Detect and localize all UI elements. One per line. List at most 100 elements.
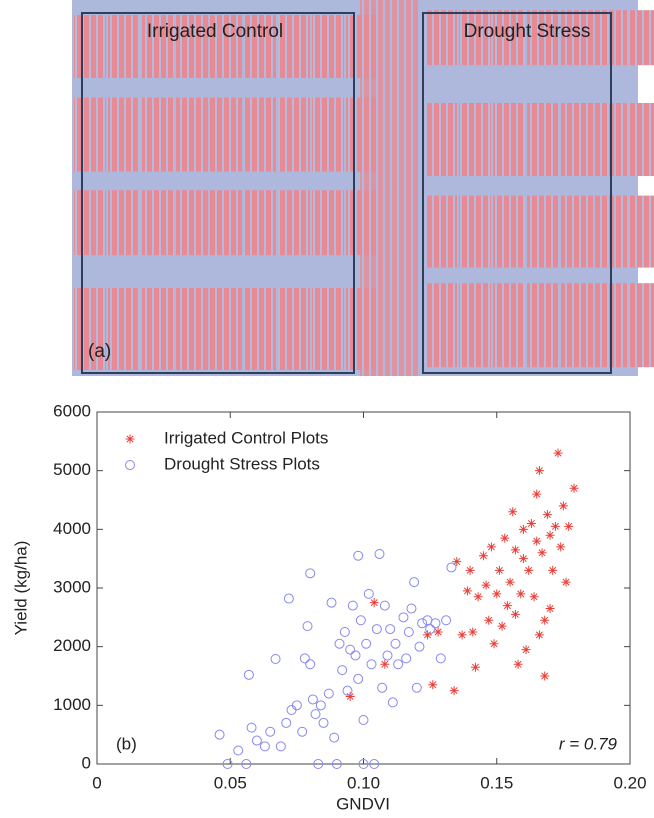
- data-point: [233, 745, 244, 756]
- data-point: [342, 685, 353, 696]
- crop-row: [142, 288, 174, 370]
- crop-row: [425, 283, 457, 368]
- data-point: [214, 729, 225, 740]
- panel-label: (a): [88, 341, 111, 362]
- data-point: [371, 624, 382, 635]
- data-point: [502, 601, 512, 611]
- crop-row: [629, 195, 654, 268]
- data-point: [425, 624, 436, 635]
- data-point: [363, 588, 374, 599]
- data-point: [505, 577, 515, 587]
- crop-row: [278, 15, 310, 78]
- x-tick-label: 0.20: [613, 773, 646, 792]
- data-point: [361, 638, 372, 649]
- data-point: [457, 630, 467, 640]
- data-point: [430, 618, 441, 629]
- data-point: [318, 717, 329, 728]
- data-point: [403, 627, 414, 637]
- crop-row: [425, 195, 457, 268]
- data-point: [243, 669, 254, 680]
- data-point: [540, 671, 550, 681]
- data-point: [417, 618, 428, 629]
- drought-box: [422, 12, 612, 374]
- data-point: [350, 650, 361, 661]
- crop-row: [493, 283, 525, 368]
- data-point: [540, 615, 550, 625]
- data-point: [481, 580, 491, 590]
- crop-row: [312, 288, 344, 370]
- data-point: [380, 659, 390, 669]
- data-point: [441, 615, 452, 626]
- data-point: [465, 565, 475, 575]
- data-point: [537, 548, 547, 558]
- data-point: [500, 533, 510, 543]
- x-tick-label: 0.05: [214, 773, 247, 792]
- crop-row: [312, 97, 344, 172]
- data-point: [358, 715, 369, 725]
- data-point: [521, 645, 531, 655]
- data-point: [422, 630, 432, 640]
- y-tick-label: 2000: [53, 636, 91, 655]
- correlation-label: r = 0.79: [559, 734, 618, 753]
- data-point: [556, 542, 566, 552]
- data-point: [462, 586, 472, 596]
- crop-row: [629, 283, 654, 368]
- data-point: [355, 615, 366, 626]
- control-label: Irrigated Control: [147, 21, 283, 42]
- data-point: [377, 682, 388, 693]
- y-tick-label: 6000: [53, 401, 91, 420]
- data-point: [310, 709, 321, 720]
- crop-row: [493, 103, 525, 176]
- data-point: [339, 627, 350, 637]
- data-point: [259, 741, 270, 752]
- crop-row: [527, 10, 559, 66]
- data-point: [561, 577, 571, 587]
- data-point: [518, 524, 528, 534]
- data-point: [326, 597, 337, 608]
- crop-row: [176, 190, 208, 256]
- crop-row: [561, 195, 593, 268]
- data-point: [553, 448, 563, 458]
- crop-row: [459, 283, 491, 368]
- data-point: [534, 466, 544, 476]
- data-point: [270, 653, 281, 664]
- data-point: [385, 624, 396, 635]
- crop-row: [142, 15, 174, 78]
- data-point: [345, 644, 356, 655]
- data-point: [489, 639, 499, 649]
- crop-row: [561, 103, 593, 176]
- crop-row: [278, 288, 310, 370]
- data-point: [518, 554, 528, 564]
- panel-label: (b): [116, 734, 137, 753]
- data-point: [353, 673, 364, 684]
- crop-row: [425, 10, 457, 66]
- data-point: [529, 592, 539, 602]
- data-point: [433, 627, 443, 637]
- data-point: [265, 726, 276, 737]
- data-point: [414, 641, 425, 652]
- data-point: [492, 589, 502, 599]
- data-point: [331, 759, 342, 769]
- data-point: [345, 692, 355, 702]
- data-point: [393, 659, 404, 670]
- crop-row: [278, 190, 310, 256]
- crop-row: [312, 190, 344, 256]
- data-point: [241, 759, 252, 769]
- data-point: [569, 483, 579, 493]
- data-point: [283, 593, 294, 604]
- data-point: [369, 598, 379, 608]
- crop-row: [493, 10, 525, 66]
- crop-row: [561, 10, 593, 66]
- data-point: [329, 732, 340, 743]
- data-point: [222, 759, 233, 769]
- crop-row: [493, 195, 525, 268]
- data-point: [484, 615, 494, 625]
- data-point: [508, 507, 518, 517]
- crop-row: [176, 15, 208, 78]
- data-point: [323, 688, 334, 699]
- data-point: [315, 700, 326, 711]
- data-point: [374, 548, 385, 559]
- crop-row: [459, 195, 491, 268]
- data-point: [251, 735, 262, 746]
